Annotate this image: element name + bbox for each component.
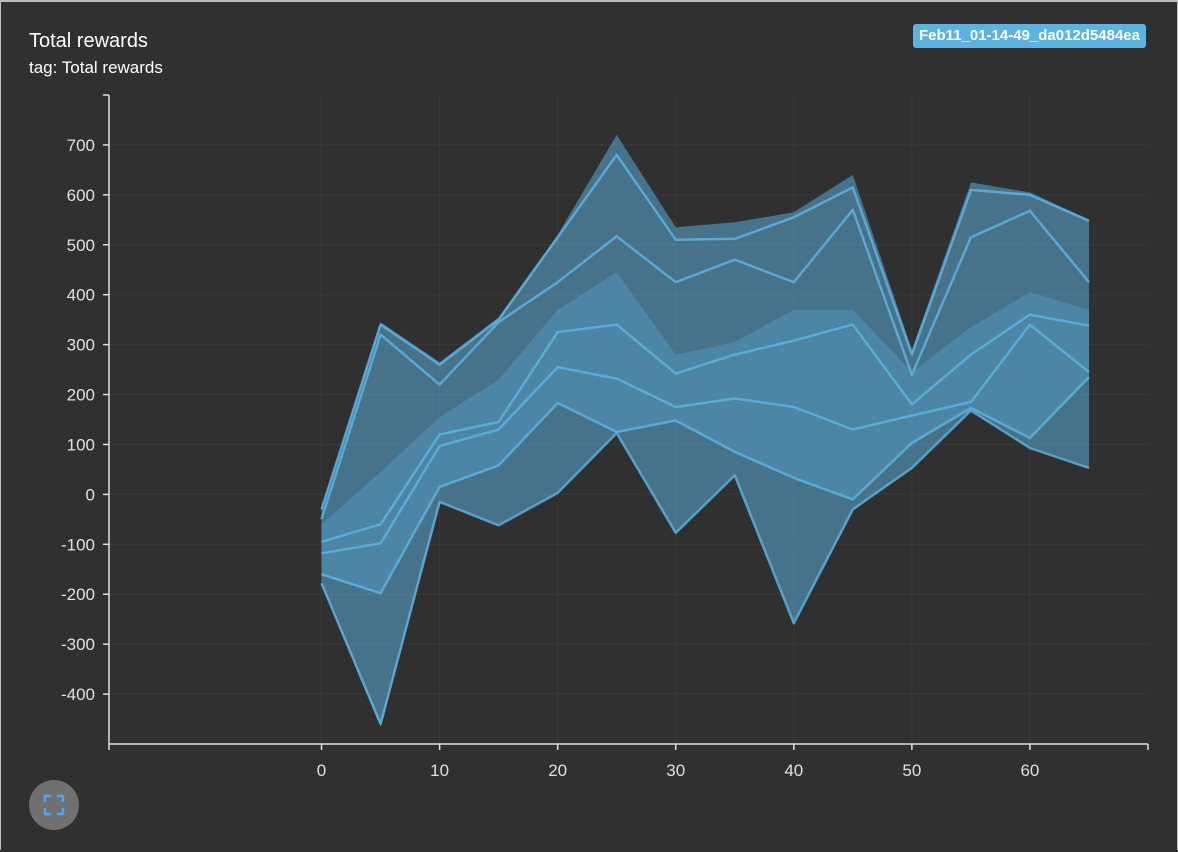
series-line	[320, 208, 1090, 520]
y-tick-label: 700	[67, 136, 95, 155]
x-tick-label: 50	[902, 761, 921, 780]
x-tick-label: 40	[784, 761, 803, 780]
area-band	[321, 272, 1089, 595]
series-line	[320, 153, 1090, 510]
x-tick-label: 10	[430, 761, 449, 780]
card-title: Total rewards	[29, 30, 148, 52]
series-line	[321, 323, 1090, 555]
x-tick-label: 30	[666, 761, 685, 780]
y-tick-label: -100	[61, 535, 95, 554]
y-tick-label: 200	[67, 386, 95, 405]
y-tick-label: 400	[67, 286, 95, 305]
series-line	[321, 376, 1090, 595]
y-tick-label: 0	[86, 485, 95, 504]
y-tick-label: 600	[67, 186, 95, 205]
y-tick-label: 100	[67, 435, 95, 454]
y-tick-label: -400	[61, 685, 95, 704]
x-tick-label: 0	[317, 761, 326, 780]
run-badge[interactable]: Feb11_01-14-49_da012d5484ea	[912, 24, 1146, 48]
series-line	[321, 313, 1090, 543]
area-band	[321, 134, 1089, 727]
y-tick-label: 500	[67, 236, 95, 255]
series-line	[320, 409, 1090, 726]
y-tick-label: 300	[67, 336, 95, 355]
expand-icon	[43, 794, 65, 816]
x-tick-label: 20	[548, 761, 567, 780]
card-subtitle: tag: Total rewards	[29, 58, 163, 77]
expand-button[interactable]	[29, 780, 79, 830]
y-tick-label: -200	[61, 585, 95, 604]
y-tick-label: -300	[61, 635, 95, 654]
x-tick-label: 60	[1020, 761, 1039, 780]
